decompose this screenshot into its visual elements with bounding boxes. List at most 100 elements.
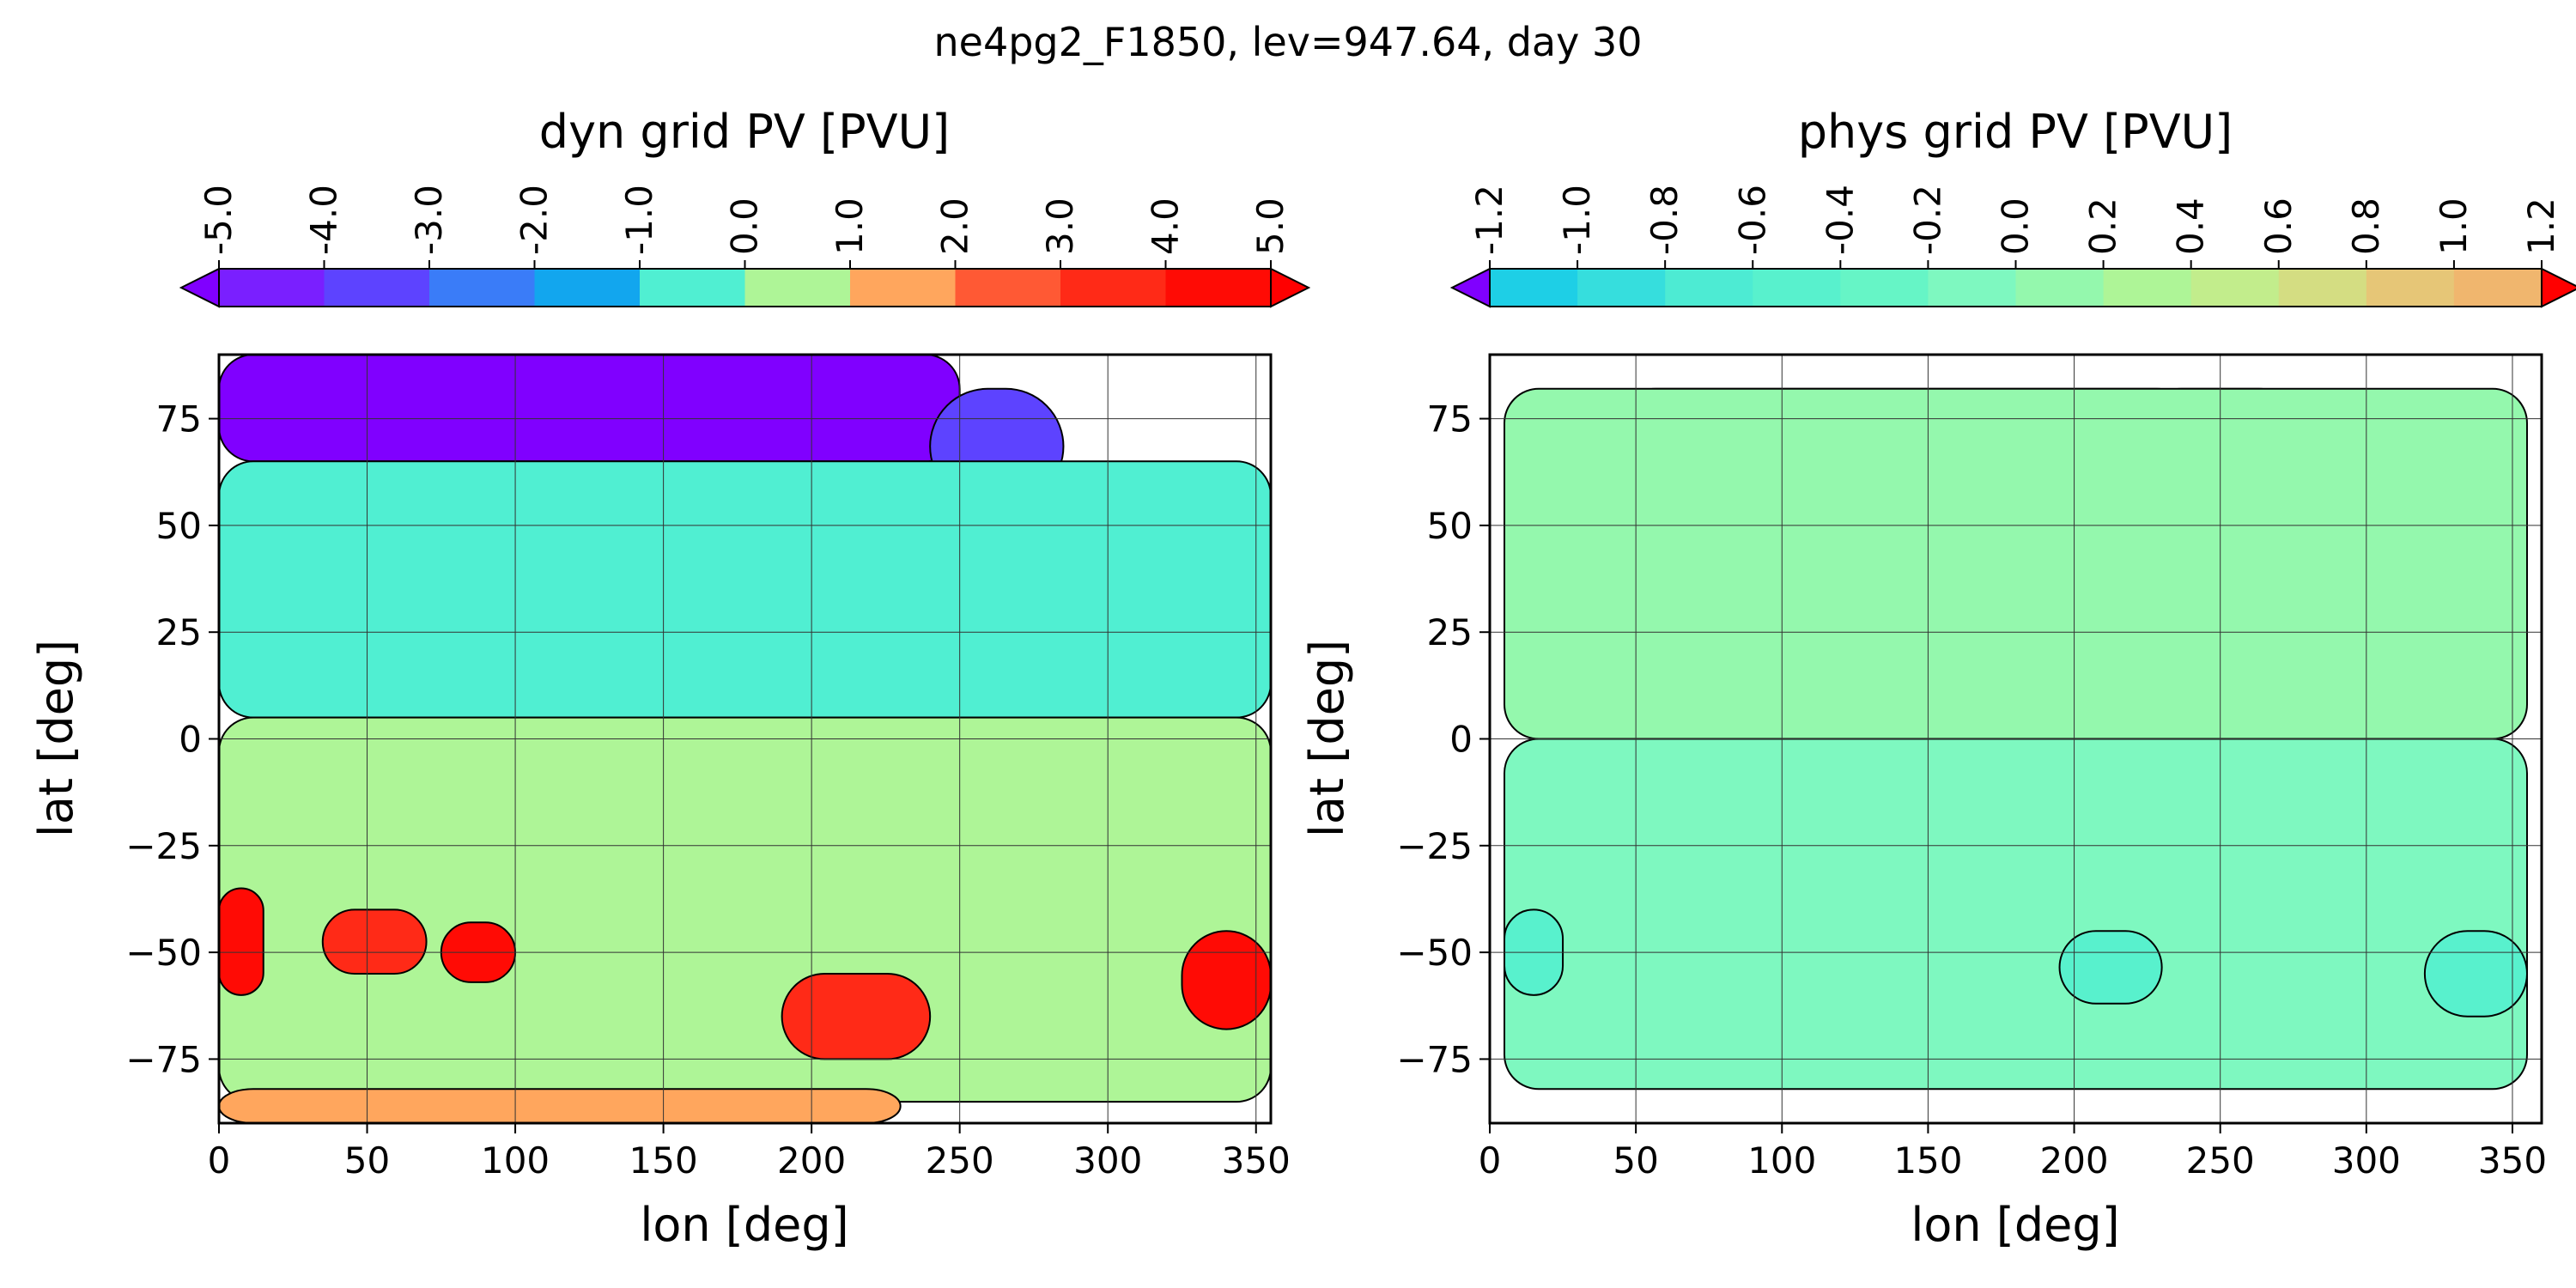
x-tick-label: 300 [2332, 1139, 2401, 1182]
colorbar-tick-label: -1.0 [618, 185, 660, 255]
x-tick-label: 0 [208, 1139, 231, 1182]
colorbar-tick-label: -3.0 [408, 185, 450, 255]
figure-title: ne4pg2_F1850, lev=947.64, day 30 [933, 19, 1643, 65]
colorbar-segment [2190, 269, 2280, 307]
y-tick-label: −50 [125, 932, 202, 974]
colorbar-segment [324, 269, 430, 307]
y-tick-label: −75 [125, 1038, 202, 1080]
colorbar-tick-label: 0.2 [2082, 197, 2124, 255]
x-tick-label: 0 [1479, 1139, 1502, 1182]
left-colorbar-title: dyn grid PV [PVU] [539, 105, 950, 159]
right-plot-area [1504, 387, 2528, 1091]
left-y-ticks: −75 −50 −25 0 25 50 75 [125, 398, 219, 1080]
contour-region-south-cell-3 [2423, 930, 2528, 1018]
contour-region-south-cell-2 [2058, 930, 2163, 1005]
contour-region-midlat-north-band [219, 460, 1271, 719]
colorbar-segment [955, 269, 1061, 307]
y-tick-label: −25 [1396, 825, 1473, 867]
right-panel: phys grid PV [PVU] -1.2 -1.0 -0.8 -0.6 -0.4-… [1300, 105, 2576, 1252]
colorbar-over-arrow [2541, 267, 2576, 308]
colorbar-segment [1928, 269, 2016, 307]
colorbar-tick-label: 0.0 [724, 197, 766, 255]
x-tick-label: 300 [1073, 1139, 1142, 1182]
right-x-axis-label: lon [deg] [1911, 1198, 2119, 1252]
x-tick-label: 150 [629, 1139, 698, 1182]
right-y-axis-label: lat [deg] [1300, 640, 1354, 837]
colorbar-over-arrow [1270, 267, 1311, 308]
y-tick-label: 25 [1427, 611, 1473, 653]
colorbar-segment [2278, 269, 2367, 307]
colorbar-tick-label: 4.0 [1145, 197, 1187, 255]
colorbar-tick-label: -0.4 [1819, 185, 1861, 255]
y-tick-label: 0 [1449, 719, 1473, 761]
x-tick-label: 350 [2478, 1139, 2547, 1182]
x-tick-label: 150 [1893, 1139, 1962, 1182]
y-tick-label: −25 [125, 825, 202, 867]
y-tick-label: 75 [156, 398, 202, 440]
right-y-ticks: −75 −50 −25 0 25 50 75 [1396, 398, 1490, 1080]
colorbar-tick-label: 1.0 [829, 197, 871, 255]
x-tick-label: 50 [1613, 1139, 1658, 1182]
contour-region-south-cell-4 [781, 972, 932, 1060]
y-tick-label: 75 [1427, 398, 1473, 440]
x-tick-label: 350 [1222, 1139, 1291, 1182]
contour-region-north-polar-low [219, 355, 961, 463]
left-y-axis-label: lat [deg] [29, 640, 83, 837]
colorbar-segment [1490, 269, 1578, 307]
colorbar-segment [1840, 269, 1929, 307]
colorbar-tick-label: 2.0 [934, 197, 976, 255]
x-tick-label: 200 [777, 1139, 846, 1182]
colorbar-segment [2015, 269, 2105, 307]
contour-region-south-cell-1 [219, 887, 264, 996]
contour-region-south-polar-edge [219, 1088, 902, 1123]
colorbar-segment [1753, 269, 1841, 307]
colorbar-under-arrow [1449, 267, 1491, 308]
y-tick-label: −50 [1396, 932, 1473, 974]
colorbar-segment [744, 269, 851, 307]
colorbar-segment [850, 269, 956, 307]
x-tick-label: 250 [926, 1139, 994, 1182]
right-colorbar-title: phys grid PV [PVU] [1798, 105, 2233, 159]
colorbar-tick-label: -2.0 [513, 185, 556, 255]
y-tick-label: 0 [179, 719, 202, 761]
colorbar-segment [1060, 269, 1166, 307]
contour-region-northern-midlat [1504, 387, 2528, 740]
colorbar-segment [2103, 269, 2192, 307]
x-tick-label: 50 [344, 1139, 390, 1182]
colorbar-tick-label: -4.0 [303, 185, 345, 255]
colorbar-segment [640, 269, 745, 307]
x-tick-label: 200 [2039, 1139, 2108, 1182]
x-tick-label: 250 [2186, 1139, 2255, 1182]
x-tick-label: 100 [1747, 1139, 1816, 1182]
colorbar-segment [1165, 269, 1272, 307]
left-grid [218, 355, 1271, 1123]
right-colorbar: -1.2 -1.0 -0.8 -0.6 -0.4 -0.2 0.0 0.2 0.4 0.6 0.8 1… [1449, 185, 2576, 308]
colorbar-tick-label: 0.8 [2345, 197, 2387, 255]
colorbar-segment [219, 269, 325, 307]
colorbar-segment [1577, 269, 1666, 307]
y-tick-label: 50 [156, 505, 202, 547]
contour-region-south-cell-2 [321, 908, 428, 975]
colorbar-tick-label: -0.2 [1906, 185, 1948, 255]
contour-region-south-cell-5 [1181, 930, 1271, 1030]
colorbar-segment [2366, 269, 2455, 307]
colorbar-tick-label: -0.8 [1643, 185, 1686, 255]
colorbar-tick-label: 0.0 [1995, 197, 2037, 255]
colorbar-segment [1665, 269, 1753, 307]
colorbar-segment [2453, 269, 2543, 307]
colorbar-tick-label: 3.0 [1039, 197, 1081, 255]
right-x-ticks: 0 50 100 150 200 250 300 350 [1479, 1123, 2547, 1182]
colorbar-tick-label: 1.0 [2433, 197, 2475, 255]
left-x-axis-label: lon [deg] [640, 1198, 848, 1252]
colorbar-tick-label: 0.4 [2170, 197, 2212, 255]
colorbar-under-arrow [179, 267, 220, 308]
colorbar-segment [534, 269, 641, 307]
y-tick-label: 25 [156, 611, 202, 653]
x-tick-label: 100 [481, 1139, 550, 1182]
colorbar-tick-label: -1.2 [1468, 185, 1510, 255]
y-tick-label: 50 [1427, 505, 1473, 547]
left-colorbar: -5.0 -4.0 -3.0 -2.0 -1.0 0.0 1.0 2.0 3.0 4.0 5.0 [179, 185, 1311, 308]
colorbar-tick-label: -1.0 [1556, 185, 1598, 255]
colorbar-tick-label: 5.0 [1249, 197, 1291, 255]
